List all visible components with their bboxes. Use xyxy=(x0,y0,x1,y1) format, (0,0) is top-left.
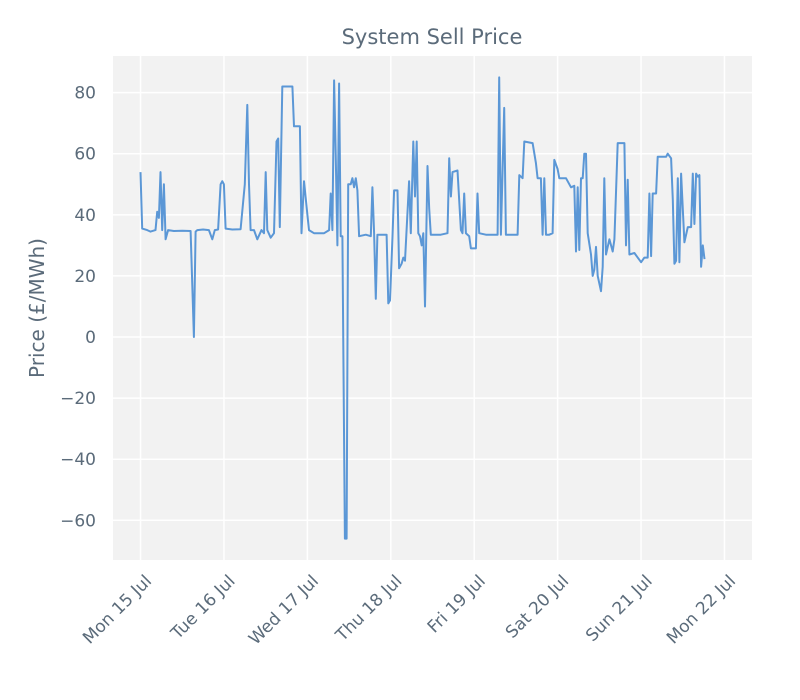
y-tick-label: 20 xyxy=(74,267,96,287)
plot-background xyxy=(113,56,752,560)
y-tick-label: 60 xyxy=(74,145,96,165)
series-group xyxy=(139,76,706,540)
x-tick-label: Wed 17 Jul xyxy=(245,571,323,649)
y-tick-label: 0 xyxy=(85,328,96,348)
x-tick-label: Mon 22 Jul xyxy=(663,571,740,648)
x-tick-label: Thu 18 Jul xyxy=(331,571,406,646)
y-axis-label: Price (£/MWh) xyxy=(25,238,49,378)
chart-title: System Sell Price xyxy=(342,25,523,49)
y-tick-label: 80 xyxy=(74,84,96,104)
x-tick-label: Sat 20 Jul xyxy=(502,571,573,642)
y-tick-label: −20 xyxy=(60,389,96,409)
y-tick-label: −60 xyxy=(60,511,96,531)
x-tick-label: Tue 16 Jul xyxy=(167,571,240,644)
x-tick-label: Fri 19 Jul xyxy=(424,571,490,637)
x-axis-ticks: Mon 15 Jul Tue 16 Jul Wed 17 Jul Thu 18 Jul… xyxy=(79,571,740,649)
y-tick-label: 40 xyxy=(74,206,96,226)
y-tick-label: −40 xyxy=(60,450,96,470)
grid xyxy=(113,56,752,560)
x-tick-label: Mon 15 Jul xyxy=(79,571,156,648)
x-tick-label: Sun 21 Jul xyxy=(582,571,656,645)
y-axis-ticks: 80 60 40 20 0 −20 −40 −60 xyxy=(60,84,96,532)
series-line xyxy=(139,76,706,540)
